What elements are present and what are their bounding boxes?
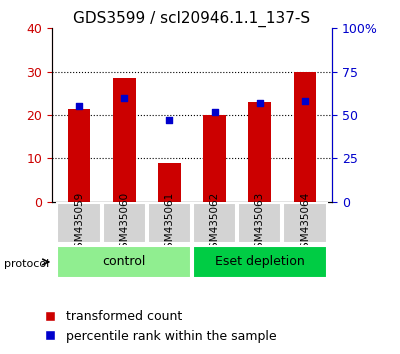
Title: GDS3599 / scl20946.1.1_137-S: GDS3599 / scl20946.1.1_137-S (74, 11, 310, 27)
Point (121, 95, 128, 101)
Bar (158, 163, 181, 202)
FancyBboxPatch shape (148, 202, 191, 244)
Point (211, 109, 218, 114)
Bar (68, 109, 90, 202)
FancyBboxPatch shape (193, 202, 236, 244)
FancyBboxPatch shape (283, 202, 326, 244)
Point (256, 100, 263, 106)
Text: GSM435063: GSM435063 (255, 192, 265, 255)
Text: protocol: protocol (4, 259, 49, 269)
Bar (113, 78, 136, 202)
Text: GSM435061: GSM435061 (164, 192, 174, 255)
FancyBboxPatch shape (58, 202, 101, 244)
Bar (248, 102, 271, 202)
FancyBboxPatch shape (58, 246, 191, 278)
FancyBboxPatch shape (102, 202, 146, 244)
Legend: transformed count, percentile rank within the sample: transformed count, percentile rank withi… (38, 306, 281, 348)
Text: GSM435064: GSM435064 (300, 192, 310, 255)
FancyBboxPatch shape (238, 202, 282, 244)
Point (302, 98, 308, 104)
Text: GSM435059: GSM435059 (74, 192, 84, 255)
FancyBboxPatch shape (193, 246, 326, 278)
Point (166, 118, 173, 123)
Text: control: control (102, 256, 146, 268)
Text: Eset depletion: Eset depletion (215, 256, 305, 268)
Text: GSM435060: GSM435060 (119, 192, 129, 255)
Bar (203, 115, 226, 202)
Bar (294, 72, 316, 202)
Point (76, 103, 82, 109)
Text: GSM435062: GSM435062 (210, 192, 220, 255)
